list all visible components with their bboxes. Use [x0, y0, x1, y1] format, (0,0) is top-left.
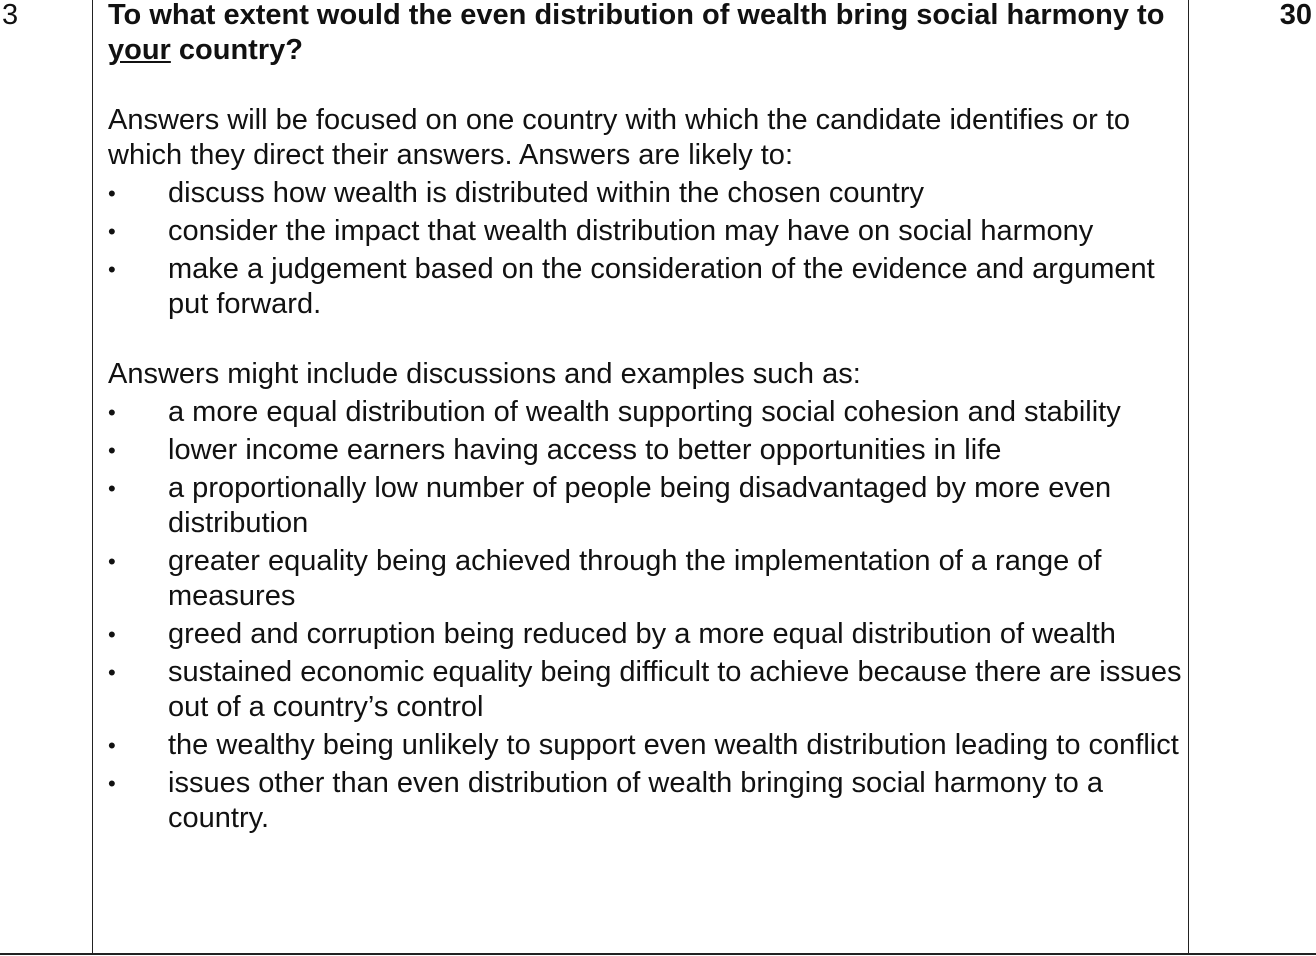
- marks-value: 30: [1279, 0, 1312, 31]
- bullet-icon: •: [108, 219, 116, 244]
- list-item-text: greater equality being achieved through …: [168, 545, 1102, 612]
- likely-points-list: • discuss how wealth is distributed withi…: [108, 176, 1183, 322]
- list-item-text: sustained economic equality being diffic…: [168, 656, 1182, 723]
- list-item: • greater equality being achieved through…: [108, 544, 1183, 614]
- list-item: • a more equal distribution of wealth sup…: [108, 395, 1183, 430]
- list-item: • discuss how wealth is distributed withi…: [108, 176, 1183, 211]
- intro-paragraph: Answers will be focused on one country w…: [108, 104, 1131, 171]
- example-points-list: • a more equal distribution of wealth sup…: [108, 395, 1183, 836]
- list-item-text: greed and corruption being reduced by a …: [168, 618, 1116, 650]
- spacer: [108, 68, 1183, 103]
- bullet-icon: •: [108, 400, 116, 425]
- list-item: • greed and corruption being reduced by a…: [108, 617, 1183, 652]
- list-item-text: make a judgement based on the considerat…: [168, 253, 1155, 320]
- list-item: • a proportionally low number of people b…: [108, 471, 1183, 541]
- list-item-text: lower income earners having access to be…: [168, 434, 1002, 466]
- list-item-text: a proportionally low number of people be…: [168, 472, 1112, 539]
- table-bottom-border: [0, 953, 1316, 955]
- bullet-icon: •: [108, 660, 116, 685]
- question-text-part2: country?: [170, 34, 303, 66]
- list-item: • lower income earners having access to b…: [108, 433, 1183, 468]
- list-item: • consider the impact that wealth distrib…: [108, 214, 1183, 249]
- question-text: To what extent would the even distributi…: [108, 0, 1183, 68]
- question-text-part1: To what extent would the even distributi…: [108, 0, 1165, 31]
- list-item: • sustained economic equality being diffi…: [108, 655, 1183, 725]
- bullet-icon: •: [108, 733, 116, 758]
- column-divider-left: [92, 0, 93, 954]
- list-item: • issues other than even distribution of …: [108, 766, 1183, 836]
- list-item-text: the wealthy being unlikely to support ev…: [168, 729, 1179, 761]
- list-item: • the wealthy being unlikely to support e…: [108, 728, 1183, 763]
- bullet-icon: •: [108, 438, 116, 463]
- bullet-icon: •: [108, 257, 116, 282]
- list-item-text: consider the impact that wealth distribu…: [168, 215, 1094, 247]
- question-number: 3: [2, 0, 19, 31]
- bullet-icon: •: [108, 771, 116, 796]
- answer-guidance-cell: To what extent would the even distributi…: [108, 0, 1183, 836]
- list-item-text: discuss how wealth is distributed within…: [168, 177, 924, 209]
- bullet-icon: •: [108, 549, 116, 574]
- list-item-text: a more equal distribution of wealth supp…: [168, 396, 1121, 428]
- examples-intro-paragraph: Answers might include discussions and ex…: [108, 358, 861, 390]
- spacer: [108, 322, 1183, 357]
- list-item-text: issues other than even distribution of w…: [168, 767, 1103, 834]
- bullet-icon: •: [108, 476, 116, 501]
- column-divider-right: [1188, 0, 1189, 954]
- question-text-underlined: your: [108, 34, 171, 66]
- bullet-icon: •: [108, 181, 116, 206]
- bullet-icon: •: [108, 622, 116, 647]
- list-item: • make a judgement based on the considera…: [108, 252, 1183, 322]
